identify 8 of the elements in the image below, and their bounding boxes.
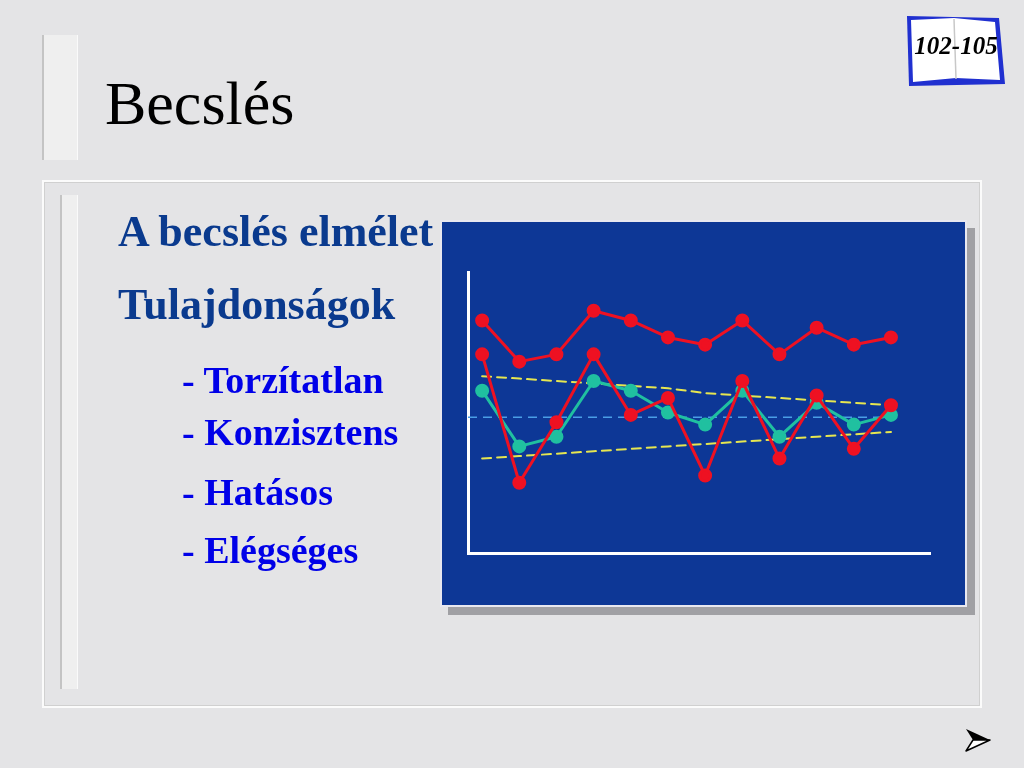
text: - Konzisztens bbox=[182, 411, 399, 453]
text: - Torzítatlan bbox=[182, 359, 384, 401]
chart-title: Becslés bbox=[105, 69, 295, 137]
text: 102-105 bbox=[913, 32, 999, 59]
text: - Hatásos bbox=[182, 471, 333, 513]
text: Tulajdonságok bbox=[118, 280, 396, 329]
text: - Elégséges bbox=[182, 529, 359, 571]
chart-subtitle: A becslés elmélet bbox=[118, 207, 434, 256]
